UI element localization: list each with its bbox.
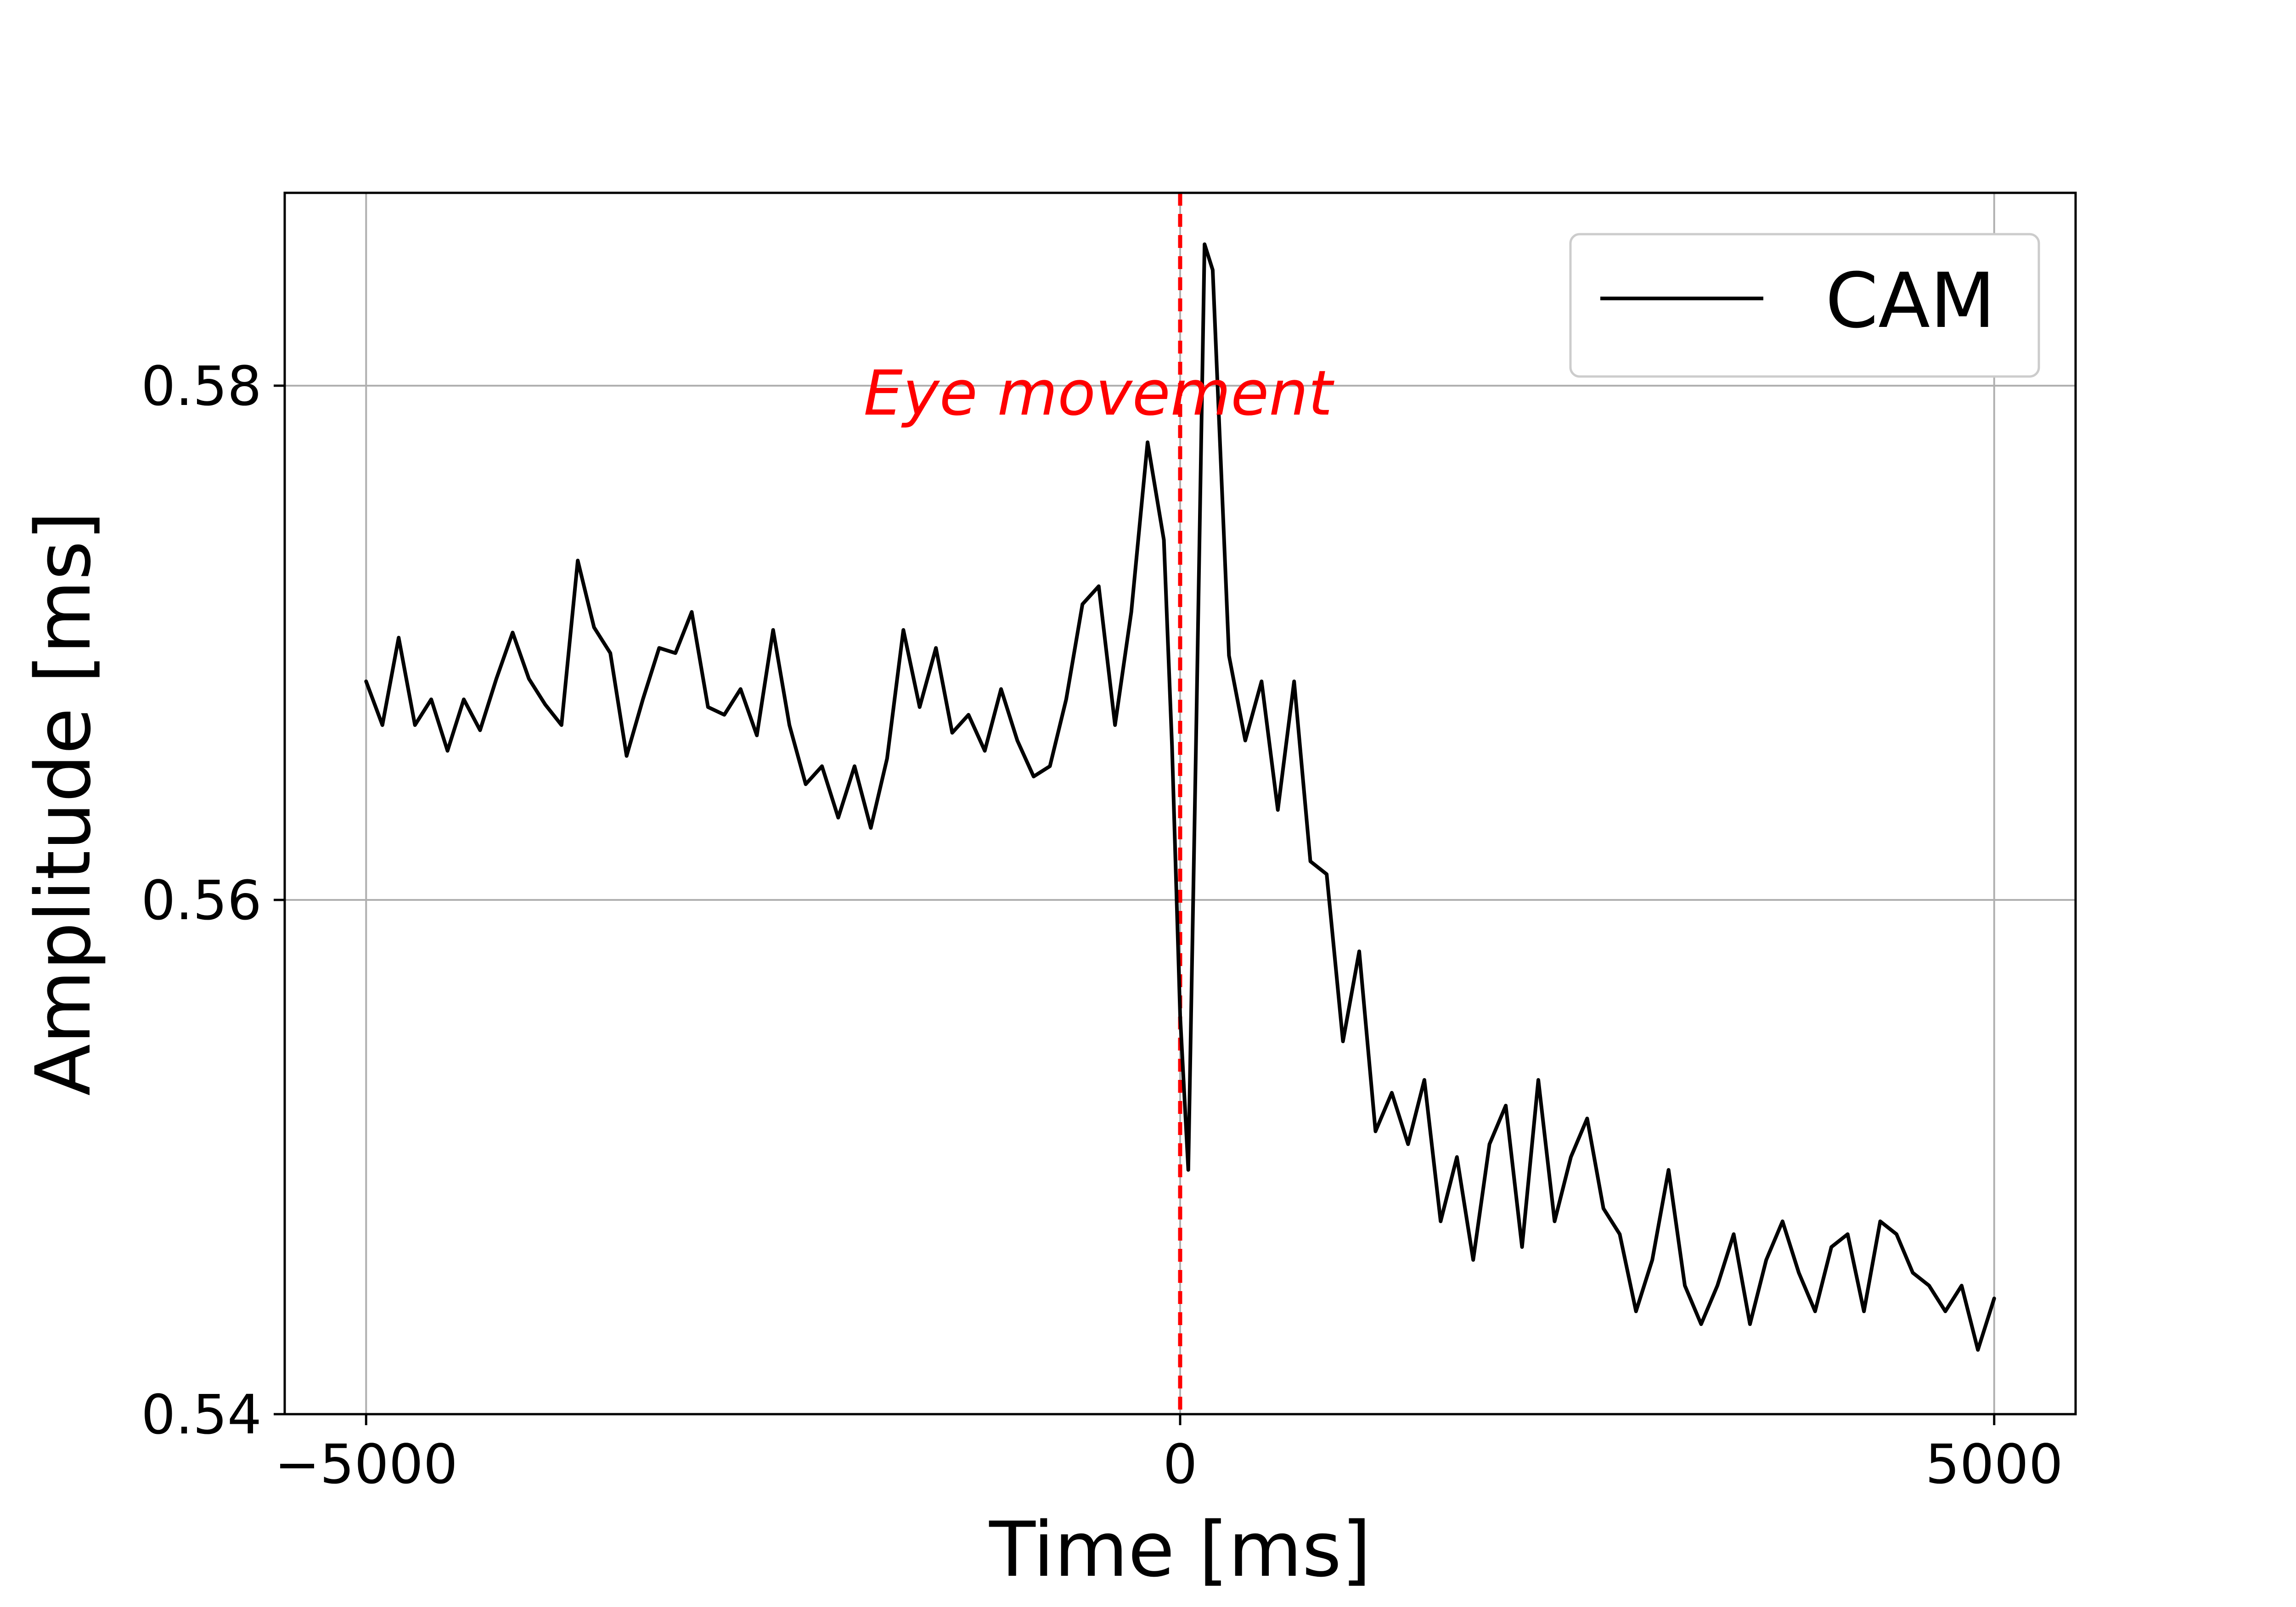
- y-tick-label: 0.54: [141, 1383, 262, 1446]
- plot-frame: [283, 191, 2077, 1416]
- y-axis-label: Amplitude [ms]: [19, 511, 107, 1096]
- cam-series-line: [364, 242, 1996, 1352]
- x-tick-label: 5000: [1925, 1433, 2063, 1496]
- legend: CAM: [1569, 233, 2040, 378]
- legend-label-cam: CAM: [1825, 257, 1995, 345]
- legend-box: [1569, 233, 2040, 378]
- eye-movement-annotation: Eye movement: [864, 357, 1335, 429]
- x-tick-label: 0: [1163, 1433, 1197, 1496]
- y-tick-label: 0.58: [141, 354, 262, 418]
- x-axis-ticks: −5000 0 5000: [275, 1414, 2063, 1496]
- x-tick-label: −5000: [275, 1433, 458, 1496]
- x-axis-label: Time [ms]: [989, 1506, 1371, 1594]
- y-tick-label: 0.56: [141, 869, 262, 932]
- y-axis-ticks: 0.54 0.56 0.58: [141, 354, 285, 1446]
